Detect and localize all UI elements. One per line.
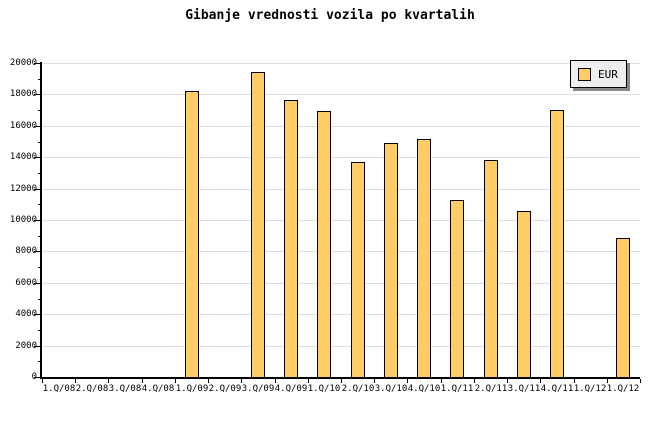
- x-axis-tick: [175, 379, 176, 383]
- gridline: [42, 63, 640, 64]
- x-axis-tick: [75, 379, 76, 383]
- x-axis-tick-label: 4.Q/11: [540, 384, 574, 394]
- bar: [251, 72, 265, 379]
- x-axis-tick-label: 2.Q/10: [341, 384, 375, 394]
- x-axis-tick-label: 4.Q/09: [274, 384, 308, 394]
- x-axis-tick-label: 3.Q/10: [374, 384, 408, 394]
- x-axis-tick: [441, 379, 442, 383]
- gridline: [42, 189, 640, 190]
- x-axis-tick-label: 1.Q/08: [42, 384, 76, 394]
- x-axis-tick: [407, 379, 408, 383]
- x-axis-tick: [241, 379, 242, 383]
- chart-title: Gibanje vrednosti vozila po kvartalih: [185, 8, 475, 23]
- y-axis-line: [40, 62, 42, 379]
- y-axis-major-tick: [34, 220, 42, 221]
- y-axis-tick-label: 2000: [15, 341, 37, 351]
- x-axis-tick: [108, 379, 109, 383]
- x-axis-tick-label: 1.Q/12: [606, 384, 640, 394]
- x-axis-tick: [574, 379, 575, 383]
- bar: [317, 111, 331, 379]
- x-axis-tick-label: 3.Q/08: [108, 384, 142, 394]
- y-axis-tick-label: 10000: [9, 215, 37, 225]
- x-axis-tick: [142, 379, 143, 383]
- x-axis-tick: [540, 379, 541, 383]
- gridline: [42, 220, 640, 221]
- x-axis-tick: [42, 379, 43, 383]
- x-axis-tick: [341, 379, 342, 383]
- y-axis-tick-label: 6000: [15, 278, 37, 288]
- bar: [616, 238, 630, 379]
- legend-swatch-icon: [578, 67, 591, 81]
- gridline: [42, 346, 640, 347]
- gridline: [42, 94, 640, 95]
- bar: [550, 110, 564, 379]
- y-axis-tick-label: 20000: [9, 58, 37, 68]
- x-axis-tick-label: 2.Q/08: [75, 384, 109, 394]
- y-axis-major-tick: [34, 283, 42, 284]
- x-axis-line: [40, 377, 640, 379]
- y-axis-tick-label: 14000: [9, 152, 37, 162]
- bar: [484, 160, 498, 379]
- legend-label: EUR: [598, 67, 618, 81]
- bar: [417, 139, 431, 379]
- legend: EUR: [570, 60, 627, 88]
- x-axis-tick: [640, 379, 641, 383]
- bar: [284, 100, 298, 379]
- y-axis-tick-label: 4000: [15, 309, 37, 319]
- y-axis-tick-label: 0: [0, 372, 37, 382]
- x-axis-tick-label: 1.Q/09: [175, 384, 209, 394]
- x-axis-tick-label: 1.Q/10: [307, 384, 341, 394]
- y-axis-major-tick: [34, 126, 42, 127]
- bar: [185, 91, 199, 379]
- x-axis-tick-label: 1.Q/11: [440, 384, 474, 394]
- bar: [384, 143, 398, 379]
- y-axis-major-tick: [34, 251, 42, 252]
- gridline: [42, 126, 640, 127]
- y-axis-major-tick: [34, 94, 42, 95]
- y-axis-major-tick: [34, 189, 42, 190]
- x-axis-tick-label: 2.Q/11: [474, 384, 508, 394]
- x-axis-tick-label: 2.Q/09: [208, 384, 242, 394]
- y-axis-tick-label: 18000: [9, 89, 37, 99]
- x-axis-tick: [208, 379, 209, 383]
- x-axis-tick: [474, 379, 475, 383]
- gridline: [42, 283, 640, 284]
- y-axis-major-tick: [34, 63, 42, 64]
- y-axis-tick-label: 8000: [15, 246, 37, 256]
- y-axis-tick-label: 12000: [9, 184, 37, 194]
- x-axis-tick-label: 3.Q/11: [507, 384, 541, 394]
- bar: [450, 200, 464, 379]
- bar: [517, 211, 531, 379]
- y-axis-tick-label: 16000: [9, 121, 37, 131]
- y-axis-major-tick: [34, 314, 42, 315]
- gridline: [42, 251, 640, 252]
- x-axis-tick-label: 4.Q/08: [141, 384, 175, 394]
- x-axis-tick-label: 1.Q/12: [573, 384, 607, 394]
- x-axis-tick: [308, 379, 309, 383]
- y-axis-major-tick: [34, 346, 42, 347]
- gridline: [42, 314, 640, 315]
- x-axis-tick-label: 3.Q/09: [241, 384, 275, 394]
- bar: [351, 162, 365, 379]
- x-axis-tick: [374, 379, 375, 383]
- y-axis-major-tick: [34, 377, 42, 378]
- x-axis-tick: [607, 379, 608, 383]
- x-axis-tick: [507, 379, 508, 383]
- x-axis-tick-label: 4.Q/10: [407, 384, 441, 394]
- gridline: [42, 157, 640, 158]
- x-axis-tick: [275, 379, 276, 383]
- y-axis-major-tick: [34, 157, 42, 158]
